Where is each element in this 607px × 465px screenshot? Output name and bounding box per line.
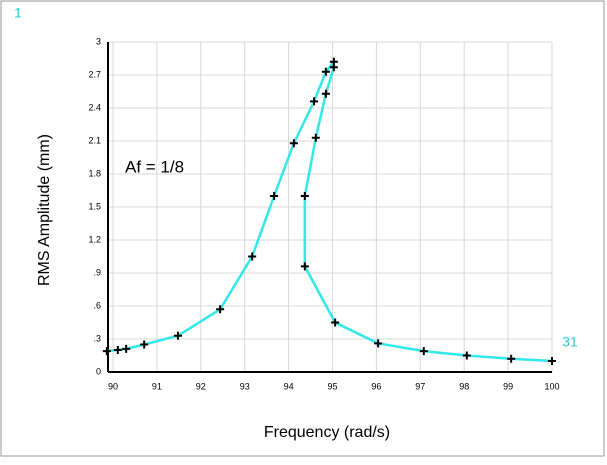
- x-tick-label: 94: [284, 381, 294, 391]
- x-tick-label: 95: [327, 381, 337, 391]
- frame: [0, 0, 605, 457]
- x-tick-label: 98: [459, 381, 469, 391]
- x-tick-label: 97: [415, 381, 425, 391]
- annotation: 31: [562, 334, 578, 350]
- x-tick-label: 93: [240, 381, 250, 391]
- point: [321, 89, 330, 98]
- annotation: Af = 1/8: [125, 157, 184, 176]
- y-tick-label: 2.4: [88, 102, 101, 112]
- point: [216, 305, 225, 314]
- point: [374, 339, 383, 348]
- y-tick-label: 1.8: [88, 168, 101, 178]
- y-axis-label: RMS Amplitude (mm): [36, 134, 53, 286]
- point: [300, 192, 309, 200]
- point: [122, 344, 131, 353]
- point: [300, 262, 309, 271]
- point: [331, 318, 340, 327]
- x-tick-label: 100: [544, 381, 559, 391]
- x-tick-label: 90: [108, 381, 118, 391]
- y-tick-label: 2.1: [88, 135, 101, 145]
- point: [507, 354, 516, 363]
- point: [113, 346, 122, 354]
- point: [248, 252, 257, 261]
- point: [462, 351, 471, 360]
- y-tick-label: 0: [96, 366, 101, 376]
- annotation: 1: [14, 5, 22, 21]
- x-tick-label: 99: [503, 381, 513, 391]
- x-axis-label: Frequency (rad/s): [264, 424, 390, 441]
- y-tick-label: 1.2: [88, 234, 101, 244]
- y-tick-label: .6: [93, 300, 101, 310]
- x-tick-label: 91: [152, 381, 162, 391]
- point: [310, 97, 319, 106]
- point: [419, 347, 428, 356]
- x-tick-label: 96: [371, 381, 381, 391]
- y-tick-label: .9: [93, 267, 101, 277]
- y-tick-label: 3: [96, 36, 101, 46]
- y-tick-label: .3: [93, 333, 101, 343]
- point: [173, 331, 182, 340]
- point: [329, 63, 338, 72]
- point: [548, 357, 556, 365]
- point: [140, 340, 149, 349]
- y-tick-label: 2.7: [88, 69, 101, 79]
- x-tick-label: 92: [196, 381, 206, 391]
- point: [321, 67, 330, 76]
- point: [102, 347, 111, 356]
- point: [270, 192, 279, 200]
- point: [311, 133, 320, 142]
- y-tick-label: 1.5: [88, 201, 101, 211]
- point: [289, 139, 298, 148]
